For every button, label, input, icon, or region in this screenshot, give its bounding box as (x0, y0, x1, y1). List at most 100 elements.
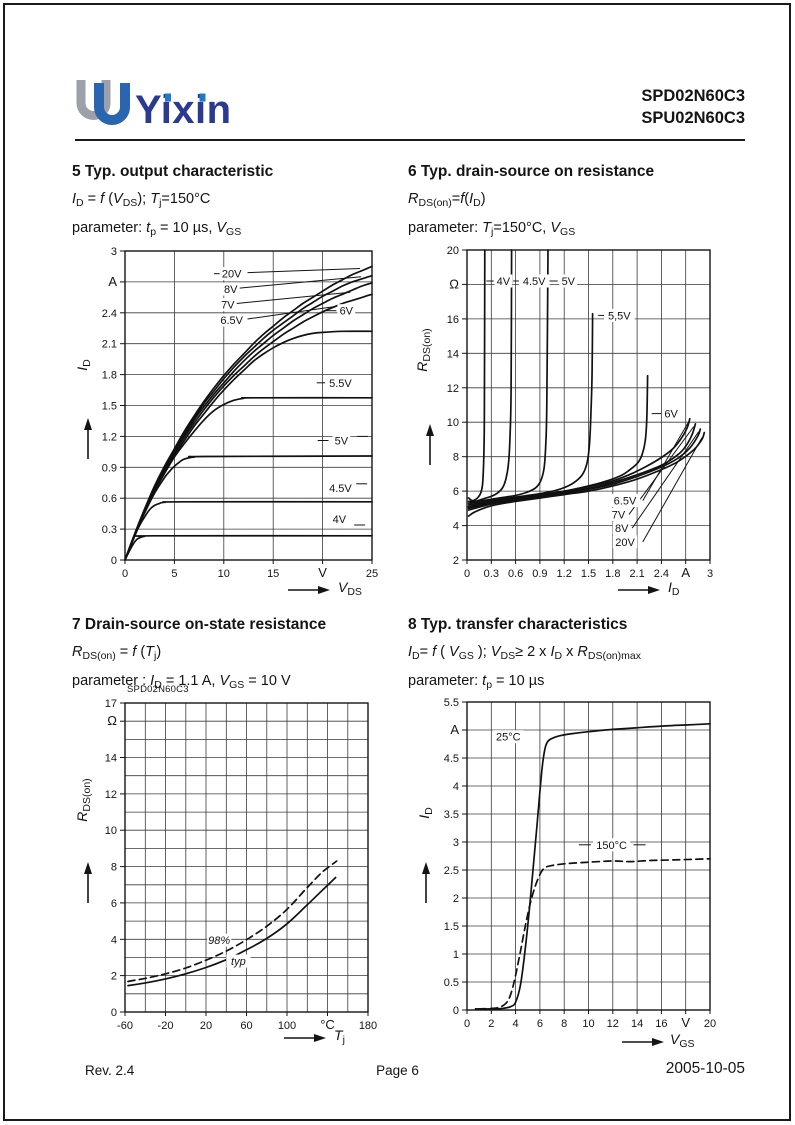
svg-text:4: 4 (111, 934, 117, 946)
svg-text:8V: 8V (224, 284, 238, 296)
svg-text:1: 1 (453, 949, 459, 961)
svg-text:20: 20 (704, 1018, 716, 1030)
header-rule (75, 139, 745, 142)
svg-text:3: 3 (453, 837, 459, 849)
svg-text:25°C: 25°C (496, 732, 521, 744)
svg-text:Ω: Ω (107, 713, 117, 728)
svg-text:12: 12 (105, 789, 117, 801)
svg-text:16: 16 (447, 314, 459, 326)
figure7-parameter-line: parameter : ID = 1.1 A, VGS = 10 V (72, 673, 291, 691)
svg-text:0.9: 0.9 (532, 568, 547, 580)
svg-text:2: 2 (453, 555, 459, 567)
svg-text:8: 8 (111, 862, 117, 874)
svg-text:7V: 7V (221, 300, 235, 312)
svg-text:14: 14 (105, 753, 117, 765)
svg-text:98%: 98% (208, 935, 230, 947)
svg-text:typ: typ (231, 956, 246, 968)
svg-text:-60: -60 (117, 1020, 133, 1032)
svg-text:2: 2 (111, 971, 117, 983)
svg-text:14: 14 (631, 1018, 643, 1030)
svg-text:20V: 20V (615, 537, 635, 549)
footer-page-number: Page 6 (376, 1063, 419, 1078)
brand-logo: Yixin (73, 78, 253, 136)
svg-text:2.5: 2.5 (444, 865, 459, 877)
svg-text:2: 2 (488, 1018, 494, 1030)
figure8-function-line: ID= f ( VGS ); VDS≥ 2 x ID x RDS(on)max (408, 644, 641, 662)
svg-text:6.5V: 6.5V (614, 496, 637, 508)
svg-text:20: 20 (200, 1020, 212, 1032)
figure8-chart: 0 2 4 6 8 10 12 14 16 V 20 5.5 A 4.5 4 3.5 3 2.5 2 1.5 1 0.5 0… (429, 694, 730, 1049)
svg-text:5: 5 (171, 568, 177, 580)
figure5-title: 5 Typ. output characteristic (72, 163, 274, 180)
svg-text:10: 10 (218, 568, 230, 580)
svg-text:14: 14 (447, 348, 459, 360)
svg-text:0: 0 (453, 1005, 459, 1017)
i-dot-icon (199, 93, 206, 102)
svg-text:°C: °C (320, 1017, 335, 1032)
svg-text:1.2: 1.2 (102, 431, 117, 443)
svg-text:2.4: 2.4 (102, 308, 117, 320)
part-number-1: SPD02N60C3 (641, 87, 745, 105)
svg-text:6: 6 (537, 1018, 543, 1030)
figure8-y-axis-label: ID (416, 807, 435, 819)
svg-text:0: 0 (464, 1018, 470, 1030)
figure8-x-axis-label: VGS (670, 1031, 695, 1050)
svg-text:6.5V: 6.5V (220, 315, 243, 327)
svg-text:5V: 5V (335, 436, 349, 448)
figure5-parameter-line: parameter: tp = 10 µs, VGS (72, 220, 242, 238)
svg-text:Ω: Ω (449, 276, 459, 291)
svg-text:10: 10 (447, 417, 459, 429)
svg-text:0.3: 0.3 (102, 524, 117, 536)
svg-text:10: 10 (582, 1018, 594, 1030)
svg-text:4V: 4V (333, 514, 347, 526)
figure6-x-axis-arrow-icon (618, 584, 660, 596)
svg-text:V: V (318, 565, 327, 580)
svg-text:2.4: 2.4 (654, 568, 669, 580)
svg-text:A: A (450, 722, 459, 737)
svg-text:6V: 6V (340, 306, 354, 318)
svg-text:1.5: 1.5 (581, 568, 596, 580)
svg-text:2.1: 2.1 (102, 339, 117, 351)
svg-text:100: 100 (278, 1020, 296, 1032)
svg-text:5.5V: 5.5V (329, 378, 352, 390)
svg-text:17: 17 (105, 698, 117, 710)
figure8-title: 8 Typ. transfer characteristics (408, 616, 628, 633)
figure5-y-axis-arrow-icon (82, 418, 94, 460)
figure5-function-line: ID = f (VDS); Tj=150°C (72, 191, 211, 209)
svg-text:0: 0 (464, 568, 470, 580)
svg-text:4V: 4V (497, 276, 511, 288)
figure6-y-axis-label: RDS(on) (414, 328, 433, 372)
svg-text:4: 4 (513, 1018, 519, 1030)
figure7-chart: -60 -20 20 60 100 °C 180 17 Ω 14 12 10 8 6 4 2 0 98% typ (87, 695, 388, 1051)
svg-text:0: 0 (111, 1007, 117, 1019)
figure6-title: 6 Typ. drain-source on resistance (408, 163, 655, 180)
footer-revision: Rev. 2.4 (85, 1063, 135, 1078)
figure5-x-axis-arrow-icon (288, 584, 330, 596)
svg-text:0.6: 0.6 (508, 568, 523, 580)
part-numbers: SPD02N60C3 SPU02N60C3 (641, 85, 745, 129)
svg-text:12: 12 (447, 383, 459, 395)
figure7-section: 7 Drain-source on-state resistance RDS(o… (72, 616, 402, 698)
figure7-x-axis-label: Tj (334, 1027, 345, 1046)
svg-text:6V: 6V (664, 409, 678, 421)
svg-text:20V: 20V (222, 269, 242, 281)
svg-text:6: 6 (453, 486, 459, 498)
svg-text:5.5: 5.5 (444, 697, 459, 709)
figure8-section: 8 Typ. transfer characteristics ID= f ( … (408, 616, 738, 698)
svg-text:4: 4 (453, 521, 459, 533)
svg-text:10: 10 (105, 825, 117, 837)
svg-text:4.5: 4.5 (444, 753, 459, 765)
svg-text:-20: -20 (158, 1020, 174, 1032)
figure5-chart: 0 5 10 15 V 25 3 A 2.4 2.1 1.8 1.5 1.2 0.9 0.6 0.3 0 20V 8… (87, 243, 392, 599)
figure6-parameter-line: parameter: Tj=150°C, VGS (408, 220, 576, 238)
figure7-title: 7 Drain-source on-state resistance (72, 616, 327, 633)
svg-text:0.9: 0.9 (102, 462, 117, 474)
figure7-y-axis-arrow-icon (82, 862, 94, 904)
figure7-x-axis-arrow-icon (284, 1032, 326, 1044)
svg-text:25: 25 (366, 568, 378, 580)
svg-text:1.2: 1.2 (557, 568, 572, 580)
svg-text:8: 8 (453, 452, 459, 464)
footer-date: 2005-10-05 (665, 1060, 745, 1077)
svg-text:20: 20 (447, 245, 459, 257)
